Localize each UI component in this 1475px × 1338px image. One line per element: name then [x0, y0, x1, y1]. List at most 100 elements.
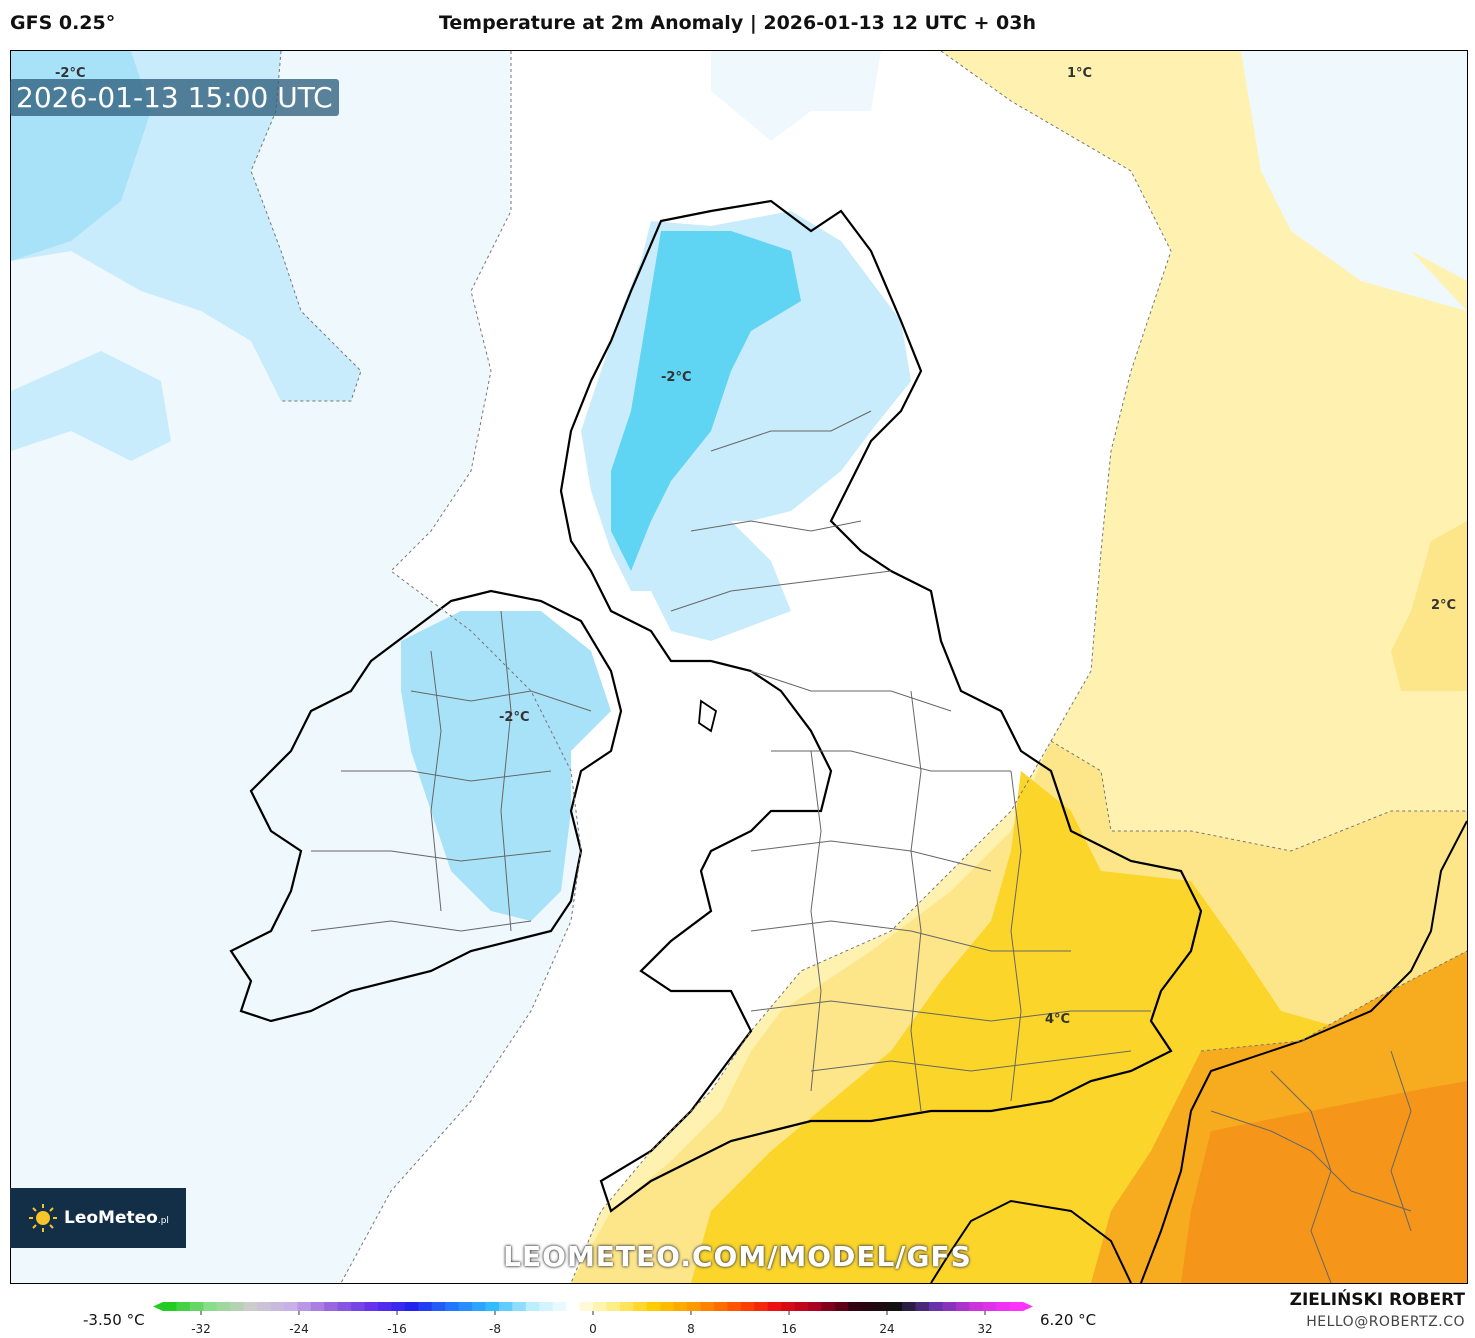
colorbar-cell: [472, 1302, 486, 1311]
isle-of-man: [698, 699, 718, 733]
colorbar-cell: [955, 1302, 970, 1311]
colorbar-cell: [982, 1302, 997, 1311]
colorbar-cell: [619, 1302, 634, 1311]
colorbar-cell: [713, 1302, 728, 1311]
colorbar-arrow-left: [153, 1302, 163, 1311]
colorbar-cell: [673, 1302, 688, 1311]
leometeo-logo[interactable]: LeoMeteo.pl: [10, 1188, 186, 1248]
colorbar-cell: [579, 1302, 594, 1311]
colorbar-cell: [431, 1302, 446, 1311]
admin-borders: [310, 410, 1412, 1283]
colorbar-cell: [270, 1302, 285, 1311]
colorbar-cell: [606, 1302, 621, 1311]
colorbar-cell: [566, 1302, 581, 1311]
contour-label-n: 1°C: [1067, 66, 1092, 81]
contour-label-ireland: -2°C: [499, 710, 529, 725]
colorbar-cell: [176, 1302, 191, 1311]
colorbar-cell: [834, 1302, 849, 1311]
southern-uplands-cold: [651, 521, 791, 641]
colorbar-cell: [391, 1302, 406, 1311]
colorbar-tick-label: -8: [489, 1322, 501, 1336]
scotland-cold-strong: [611, 231, 801, 571]
model-name: GFS 0.25°: [10, 12, 116, 34]
colorbar-cell: [337, 1302, 352, 1311]
colorbar-tick-label: 8: [687, 1322, 695, 1336]
colorbar-cell: [324, 1302, 339, 1311]
colorbar-tick-label: 32: [977, 1322, 992, 1336]
colorbar-cell: [969, 1302, 984, 1311]
colorbar-cell: [230, 1302, 245, 1311]
colorbar-cell: [781, 1302, 796, 1311]
colorbar-cell: [310, 1302, 325, 1311]
colorbar-cell: [727, 1302, 742, 1311]
map-panel[interactable]: -2°C 1°C -2°C 2°C -2°C 4°C: [10, 50, 1468, 1284]
colorbar-cell: [848, 1302, 863, 1311]
contour-label-london: 4°C: [1045, 1012, 1070, 1027]
colorbar-cell: [794, 1302, 809, 1311]
colorbar-cell: [445, 1302, 460, 1311]
colorbar-cell: [888, 1302, 903, 1311]
colorbar-cell: [740, 1302, 755, 1311]
colorbar-cell: [942, 1302, 957, 1311]
chart-title: Temperature at 2m Anomaly | 2026-01-13 1…: [438, 12, 1037, 34]
colorbar-tick-label: 24: [879, 1322, 894, 1336]
colorbar-cell: [404, 1302, 419, 1311]
author-email[interactable]: HELLO@ROBERTZ.CO: [1306, 1314, 1465, 1330]
colorbar-min-label: -3.50 °C: [83, 1311, 145, 1329]
warm-patch-east: [1391, 521, 1467, 691]
colorbar-cell: [257, 1302, 271, 1311]
warm-deep-region: [1181, 1081, 1467, 1283]
cold-patch-w: [11, 351, 171, 461]
colorbar-cell: [996, 1302, 1011, 1311]
contour-lines: [250, 51, 1467, 1283]
colorbar-cell: [203, 1302, 218, 1311]
ireland-coastline: [229, 589, 623, 1023]
colorbar-tick-label: -24: [289, 1322, 309, 1336]
colorbar-cell: [767, 1302, 782, 1311]
colorbar: -32 -24 -16 -8 0 8 16 24 32: [153, 1302, 1033, 1336]
colorbar-cell: [378, 1302, 392, 1311]
colorbar-cell: [539, 1302, 554, 1311]
logo-text: LeoMeteo.pl: [64, 1208, 169, 1228]
colorbar-cell: [364, 1302, 379, 1311]
contour-label-scotland: -2°C: [661, 370, 691, 385]
colorbar-cell: [458, 1302, 473, 1311]
colorbar-cell: [189, 1302, 204, 1311]
colorbar-cell: [700, 1302, 715, 1311]
colorbar-cell: [525, 1302, 540, 1311]
colorbar-cell: [163, 1302, 177, 1311]
colorbar-cell: [593, 1302, 607, 1311]
valid-time-badge: 2026-01-13 15:00 UTC: [10, 79, 339, 116]
colorbar-cell: [283, 1302, 298, 1311]
colorbar-tick-label: 0: [589, 1322, 597, 1336]
neutral-band: [341, 51, 1171, 1283]
colorbar-arrow-right: [1023, 1302, 1033, 1311]
colorbar-cell: [861, 1302, 876, 1311]
colorbar-tick-label: 16: [781, 1322, 796, 1336]
sun-icon: [29, 1204, 57, 1232]
colorbar-cell: [660, 1302, 675, 1311]
colorbar-cell: [418, 1302, 433, 1311]
colorbar-cell: [646, 1302, 661, 1311]
contour-label-nw: -2°C: [55, 66, 85, 81]
colorbar-cell: [552, 1302, 567, 1311]
colorbar-cell: [875, 1302, 890, 1311]
great-britain-coastline: [559, 199, 1203, 1213]
author-name: ZIELIŃSKI ROBERT: [1289, 1290, 1465, 1310]
brittany-coastline: [930, 1199, 1132, 1283]
anomaly-map: -2°C 1°C -2°C 2°C -2°C 4°C: [11, 51, 1467, 1283]
colorbar-cell: [808, 1302, 822, 1311]
colorbar-cell: [1009, 1302, 1024, 1311]
colorbar-cell: [687, 1302, 701, 1311]
colorbar-tick-label: -32: [191, 1322, 211, 1336]
colorbar-cell: [821, 1302, 836, 1311]
colorbar-cell: [754, 1302, 769, 1311]
colorbar-cell: [512, 1302, 527, 1311]
colorbar-cell: [498, 1302, 513, 1311]
colorbar-tick-label: -16: [387, 1322, 407, 1336]
colorbar-cell: [902, 1302, 916, 1311]
cold-patch-ne-2: [1241, 51, 1467, 281]
colorbar-cell: [915, 1302, 930, 1311]
continent-coastline: [1140, 820, 1467, 1283]
colorbar-cell: [928, 1302, 943, 1311]
